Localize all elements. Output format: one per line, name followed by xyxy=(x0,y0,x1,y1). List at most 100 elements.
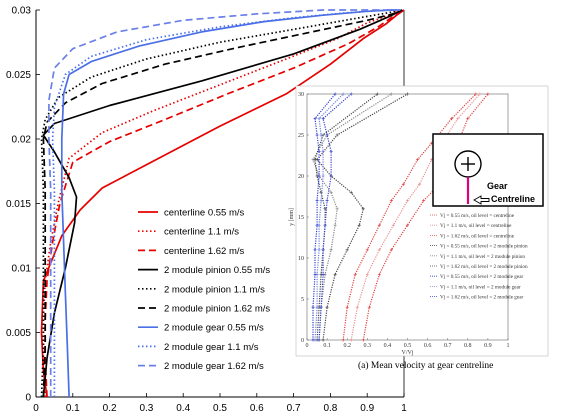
inset-data-marker xyxy=(361,338,365,342)
legend-label: centerline 1.1 m/s xyxy=(164,227,239,238)
inset-data-marker xyxy=(365,272,369,276)
inset-data-marker xyxy=(315,223,319,227)
arrow-left-icon xyxy=(473,195,490,205)
inset-data-marker xyxy=(321,248,325,252)
inset-data-marker xyxy=(341,338,345,342)
gear-diagram-box xyxy=(432,133,544,207)
inset-axes: 0 0.1 0.2 0.3 0.4 0.5 0.6 0.7 0.8 0.9 105101520253… xyxy=(298,92,510,349)
inset-data-marker xyxy=(321,174,325,178)
inset-x-tick-label: 0.1 xyxy=(323,343,331,349)
x-tick-label: 0.7 xyxy=(287,403,301,414)
inset-legend-label: Vj = 1.62 m/s, oil level = 2 module pini… xyxy=(440,264,528,270)
inset-legend-label: Vj = 0.55 m/s, oil level = centreline xyxy=(440,213,515,219)
inset-x-tick-label: 0 xyxy=(306,343,309,349)
inset-data-marker xyxy=(349,338,353,342)
inset-data-marker xyxy=(333,223,337,227)
inset-data-marker xyxy=(317,174,321,178)
inset-data-marker xyxy=(345,248,349,252)
inset-data-marker xyxy=(353,272,357,276)
inset-x-tick-label: 0.5 xyxy=(404,343,412,349)
legend-label: centerline 1.62 m/s xyxy=(164,246,245,257)
legend-label: 2 module gear 1.62 m/s xyxy=(164,361,264,372)
inset-data-marker xyxy=(333,272,337,276)
y-tick-label: 0.025 xyxy=(6,70,31,81)
inset-data-marker xyxy=(349,190,353,194)
inset-y-tick-label: 30 xyxy=(298,92,304,98)
inset-data-marker xyxy=(325,133,329,137)
inset-data-marker xyxy=(325,305,329,309)
inset-data-marker xyxy=(486,92,490,96)
inset-y-tick-label: 25 xyxy=(298,133,304,139)
inset-data-marker xyxy=(315,133,319,137)
inset-data-marker xyxy=(417,182,422,186)
inset-data-marker xyxy=(319,305,323,309)
inset-data-marker xyxy=(317,117,321,121)
inset-data-marker xyxy=(317,338,321,342)
y-tick-label: 0 xyxy=(25,393,31,404)
inset-data-marker xyxy=(466,117,470,121)
legend-label: 2 module pinion 0.55 m/s xyxy=(164,265,270,276)
series-line-9 xyxy=(48,9,401,397)
inset-data-marker xyxy=(333,92,337,96)
inset-data-marker xyxy=(329,190,333,194)
inset-series-group xyxy=(311,92,490,342)
x-tick-label: 0.6 xyxy=(250,403,264,414)
gear-label: Gear xyxy=(487,181,508,191)
y-tick-label: 0.03 xyxy=(12,6,32,17)
inset-data-marker xyxy=(391,223,396,227)
inset-legend-label: Vj = 1.1 m/s, oil level = 2 module gear xyxy=(440,284,521,290)
inset-frame xyxy=(295,85,549,357)
series-line-5 xyxy=(40,9,401,398)
inset-data-marker xyxy=(377,248,381,252)
main-legend: centerline 0.55 m/s centerline 1.1 m/s cen… xyxy=(138,208,270,372)
inset-data-marker xyxy=(315,305,319,309)
inset-data-marker xyxy=(377,272,381,276)
inset-gear-diagram: Gear Centreline xyxy=(432,133,544,207)
inset-data-marker xyxy=(325,199,329,203)
inset-x-tick-label: 0.8 xyxy=(464,343,472,349)
inset-data-marker xyxy=(329,149,333,153)
inset-data-marker xyxy=(405,92,410,96)
inset-data-marker xyxy=(321,272,325,276)
inset-legend-label: Vj = 0.55 m/s, oil level = 2 module pini… xyxy=(440,244,528,250)
inset-data-marker xyxy=(405,199,410,203)
inset-data-marker xyxy=(317,149,321,153)
legend-label: centerline 0.55 m/s xyxy=(164,208,245,219)
inset-legend-label: Vj = 1.62 m/s, oil level = centreline xyxy=(440,233,515,239)
inset-caption: (a) Mean velocity at gear centreline xyxy=(358,360,493,371)
x-tick-label: 0 xyxy=(33,403,39,414)
inset-y-tick-label: 15 xyxy=(298,215,304,221)
inset-figure: 0 0.1 0.2 0.3 0.4 0.5 0.6 0.7 0.8 0.9 105101520253… xyxy=(289,85,549,357)
x-tick-label: 0.3 xyxy=(139,403,153,414)
y-tick-label: 0.005 xyxy=(6,328,31,339)
inset-y-axis-label: y [mm] xyxy=(289,208,295,226)
inset-x-tick-label: 0.3 xyxy=(364,343,372,349)
inset-x-tick-label: 0.7 xyxy=(444,343,452,349)
inset-y-tick-label: 5 xyxy=(301,297,304,303)
inset-x-tick-label: 0.2 xyxy=(343,343,351,349)
inset-data-marker xyxy=(323,207,327,211)
inset-y-tick-label: 20 xyxy=(298,174,304,180)
inset-data-marker xyxy=(323,223,327,227)
inset-data-marker xyxy=(367,305,371,309)
x-tick-label: 0.8 xyxy=(323,403,337,414)
inset-data-marker xyxy=(377,223,381,227)
inset-x-tick-label: 0.9 xyxy=(484,343,492,349)
inset-data-marker xyxy=(478,92,482,96)
inset-data-marker xyxy=(313,272,317,276)
inset-data-marker xyxy=(319,190,323,194)
main-series-group xyxy=(40,9,405,398)
inset-x-tick-label: 0.6 xyxy=(424,343,432,349)
inset-x-tick-label: 1 xyxy=(507,343,510,349)
inset-data-marker xyxy=(319,199,323,203)
legend-label: 2 module pinion 1.62 m/s xyxy=(164,304,270,315)
inset-x-axis-label: V/Vj xyxy=(402,350,414,356)
inset-data-marker xyxy=(329,248,333,252)
inset-data-marker xyxy=(311,338,315,342)
inset-legend-label: Vj = 0.55 m/s, oil level = 2 module gear xyxy=(440,274,523,280)
inset-data-marker xyxy=(341,92,345,96)
inset-data-marker xyxy=(349,92,353,96)
x-tick-label: 0.5 xyxy=(213,403,227,414)
inset-data-marker xyxy=(329,174,333,178)
